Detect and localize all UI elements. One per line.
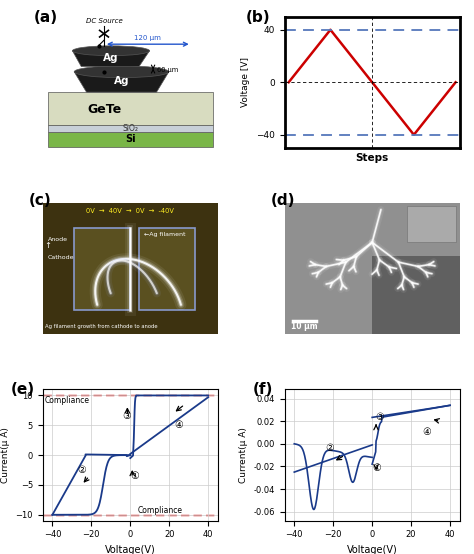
Text: (e): (e): [11, 382, 35, 397]
Bar: [48, 132, 213, 147]
Text: ①: ①: [130, 471, 138, 481]
Text: 0V  →  40V  →  0V  →  -40V: 0V → 40V → 0V → -40V: [86, 208, 174, 214]
Polygon shape: [73, 51, 150, 66]
Text: 60 μm: 60 μm: [157, 68, 179, 74]
Text: (d): (d): [271, 193, 295, 208]
Polygon shape: [372, 255, 460, 334]
Text: ③: ③: [122, 411, 131, 422]
Text: Compliance: Compliance: [45, 396, 90, 405]
Text: DC Source: DC Source: [86, 18, 122, 24]
Text: ①: ①: [373, 463, 382, 473]
Text: ③: ③: [375, 412, 384, 422]
Text: ④: ④: [174, 420, 183, 430]
Text: Ag filament growth from cathode to anode: Ag filament growth from cathode to anode: [46, 324, 158, 329]
Text: 120 μm: 120 μm: [134, 35, 161, 41]
Text: Anode: Anode: [48, 237, 68, 242]
Text: (b): (b): [246, 10, 271, 25]
Bar: [48, 125, 213, 132]
Text: ④: ④: [422, 428, 431, 438]
Bar: [139, 228, 195, 310]
Y-axis label: Current(μ A): Current(μ A): [239, 427, 248, 483]
Ellipse shape: [74, 66, 169, 78]
Y-axis label: Current(μ A): Current(μ A): [1, 427, 10, 483]
Text: Si: Si: [125, 135, 136, 145]
Bar: [48, 92, 213, 125]
Text: ↑: ↑: [45, 241, 51, 250]
Bar: [407, 206, 456, 243]
Text: ②: ②: [77, 465, 86, 475]
Y-axis label: Voltage [V]: Voltage [V]: [241, 57, 250, 107]
Text: ←Ag filament: ←Ag filament: [144, 232, 186, 237]
Text: Cathode: Cathode: [48, 255, 74, 260]
Text: (f): (f): [253, 382, 273, 397]
Text: (c): (c): [28, 193, 51, 208]
Text: (a): (a): [34, 10, 58, 25]
Text: SiO₂: SiO₂: [122, 124, 138, 133]
Bar: [74, 228, 130, 310]
Ellipse shape: [73, 46, 150, 56]
X-axis label: Voltage(V): Voltage(V): [105, 545, 155, 554]
Text: ②: ②: [325, 443, 334, 453]
X-axis label: Steps: Steps: [356, 153, 389, 163]
Text: 10 μm: 10 μm: [292, 322, 318, 331]
Text: GeTe: GeTe: [87, 104, 121, 116]
Polygon shape: [74, 72, 169, 92]
Text: Compliance: Compliance: [138, 505, 183, 515]
Text: Ag: Ag: [114, 76, 129, 86]
X-axis label: Voltage(V): Voltage(V): [347, 545, 398, 554]
Text: Ag: Ag: [103, 53, 119, 63]
